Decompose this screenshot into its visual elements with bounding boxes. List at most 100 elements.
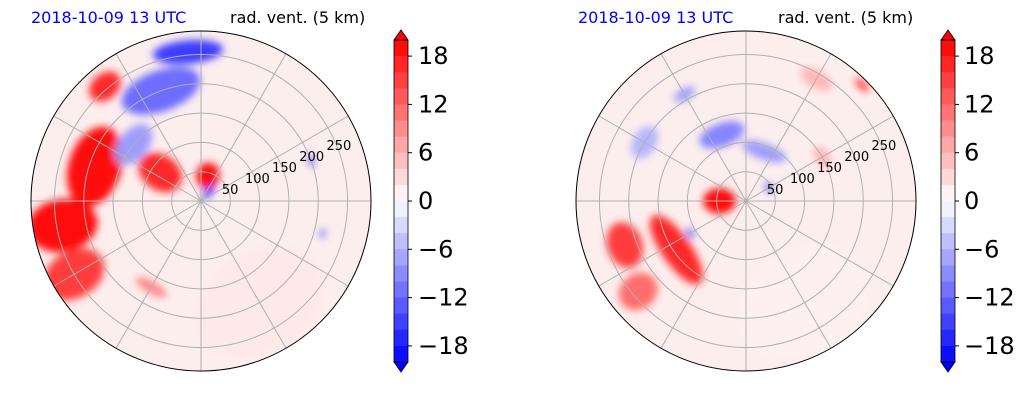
colorbar-tick-label: −12	[964, 284, 1015, 312]
azimuth-spoke	[115, 53, 202, 202]
velocity-cell	[649, 215, 703, 285]
range-ring-label: 200	[844, 150, 869, 165]
velocity-cell	[31, 198, 98, 253]
colorbar-segment	[394, 136, 408, 154]
azimuth-spoke	[745, 200, 832, 349]
colorbar-segment	[941, 88, 955, 105]
colorbar-segment	[941, 297, 955, 315]
panel-date-title: 2018-10-09 13 UTC	[578, 8, 733, 27]
colorbar-segment	[394, 217, 408, 234]
colorbar-segment	[394, 249, 408, 266]
colorbar-tick-label: 18	[418, 42, 449, 70]
colorbar-tick-label: 18	[964, 42, 995, 70]
polar-frame	[30, 30, 372, 372]
azimuth-spoke	[745, 53, 832, 202]
velocity-cell	[855, 78, 869, 92]
azimuth-spoke	[115, 200, 202, 349]
colorbar-tick-label: 6	[964, 139, 979, 167]
colorbar-segment	[394, 168, 408, 186]
colorbar-segment	[394, 345, 408, 363]
panel-variable-title: rad. vent. (5 km)	[778, 8, 913, 27]
colorbar-segment	[941, 168, 955, 186]
colorbar-tick-label: −18	[964, 332, 1015, 360]
colorbar-segment	[941, 184, 955, 202]
velocity-cell	[66, 126, 124, 207]
colorbar-extend-bottom	[393, 361, 409, 373]
colorbar-segment	[394, 265, 408, 282]
azimuth-spoke	[200, 53, 287, 202]
azimuth-spoke	[660, 200, 747, 349]
colorbar-segment	[941, 345, 955, 363]
colorbar-segment	[394, 152, 408, 170]
colorbar-tick-label: −12	[418, 284, 469, 312]
range-ring-label: 250	[326, 139, 351, 154]
colorbar-tick-label: 12	[418, 90, 449, 118]
colorbar-segment	[394, 40, 408, 57]
colorbar-segment	[394, 120, 408, 138]
range-ring-label: 150	[272, 161, 297, 176]
colorbar-extend-top	[940, 29, 956, 41]
panel-variable-title: rad. vent. (5 km)	[230, 8, 365, 27]
colorbar: 18 12 6 0 −6 −12 −18	[393, 29, 469, 373]
colorbar-segment	[394, 297, 408, 315]
colorbar-segment	[394, 233, 408, 250]
colorbar-segment	[941, 217, 955, 234]
colorbar-segment	[941, 249, 955, 266]
colorbar-tick-label: 0	[418, 187, 433, 215]
azimuth-spoke	[660, 53, 747, 202]
azimuth-spoke	[53, 115, 202, 202]
colorbar-segment	[941, 56, 955, 73]
colorbar-tick-label: −18	[418, 332, 469, 360]
velocity-cell	[741, 140, 787, 163]
colorbar-segment	[941, 152, 955, 170]
velocity-cell	[699, 121, 745, 149]
colorbar-segment	[941, 201, 955, 218]
colorbar-segment	[941, 329, 955, 347]
colorbar-segment	[941, 40, 955, 57]
velocity-cell	[138, 152, 182, 193]
colorbar-segment	[941, 313, 955, 331]
azimuth-spoke	[200, 115, 349, 202]
range-ring-label: 50	[767, 183, 784, 198]
velocity-cell	[618, 272, 658, 311]
colorbar-segment	[394, 201, 408, 218]
colorbar-tick-label: 6	[418, 139, 433, 167]
colorbar-segment	[941, 104, 955, 121]
polar-frame	[575, 30, 917, 372]
colorbar-segment	[941, 72, 955, 89]
colorbar-segment	[394, 56, 408, 73]
colorbar-extend-top	[393, 29, 409, 41]
colorbar-segment	[394, 329, 408, 347]
colorbar-segment	[394, 72, 408, 89]
range-ring-label: 50	[222, 183, 239, 198]
azimuth-spoke	[200, 200, 287, 349]
azimuth-spoke	[200, 200, 349, 287]
colorbar-tick-label: 0	[964, 187, 979, 215]
azimuth-spoke	[745, 200, 894, 287]
colorbar-segment	[394, 88, 408, 105]
colorbar-tick-label: 12	[964, 90, 995, 118]
colorbar-segment	[941, 120, 955, 138]
range-ring-label: 100	[790, 172, 815, 187]
colorbar-segment	[941, 265, 955, 282]
azimuth-spoke	[598, 115, 747, 202]
colorbar-segment	[394, 281, 408, 299]
azimuth-spoke	[53, 200, 202, 287]
range-ring-label: 150	[817, 161, 842, 176]
colorbar-segment	[941, 136, 955, 154]
colorbar-segment	[941, 233, 955, 250]
velocity-cell	[89, 71, 121, 102]
colorbar-segment	[394, 313, 408, 331]
colorbar-tick-label: −6	[418, 235, 453, 263]
range-ring-label: 200	[299, 150, 324, 165]
velocity-cell	[320, 229, 326, 239]
colorbar: 18 12 6 0 −6 −12 −18	[940, 29, 1015, 373]
velocity-cell	[202, 185, 215, 199]
colorbar-segment	[941, 281, 955, 299]
velocity-cell	[196, 162, 220, 189]
panel-date-title: 2018-10-09 13 UTC	[31, 8, 186, 27]
colorbar-segment	[394, 184, 408, 202]
